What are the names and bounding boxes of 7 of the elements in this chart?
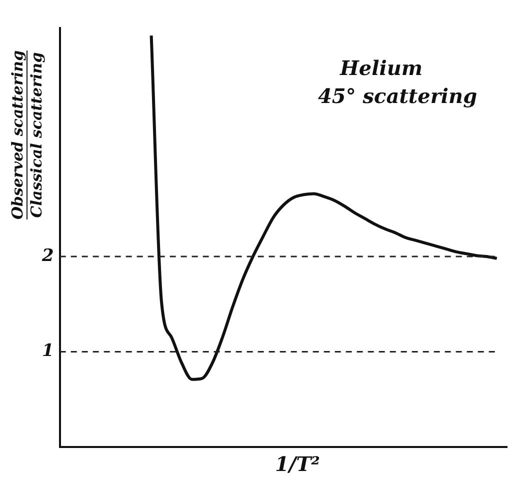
line-series xyxy=(150,34,498,381)
y-tick-label: 1 xyxy=(42,341,54,362)
x-axis-title: 1/T² xyxy=(275,452,320,476)
y-tick-label: 2 xyxy=(40,246,54,266)
text: 45° scattering xyxy=(318,84,478,108)
text: Helium xyxy=(340,56,423,80)
y-axis-title: Observed scattering Classical scattering xyxy=(8,50,46,220)
